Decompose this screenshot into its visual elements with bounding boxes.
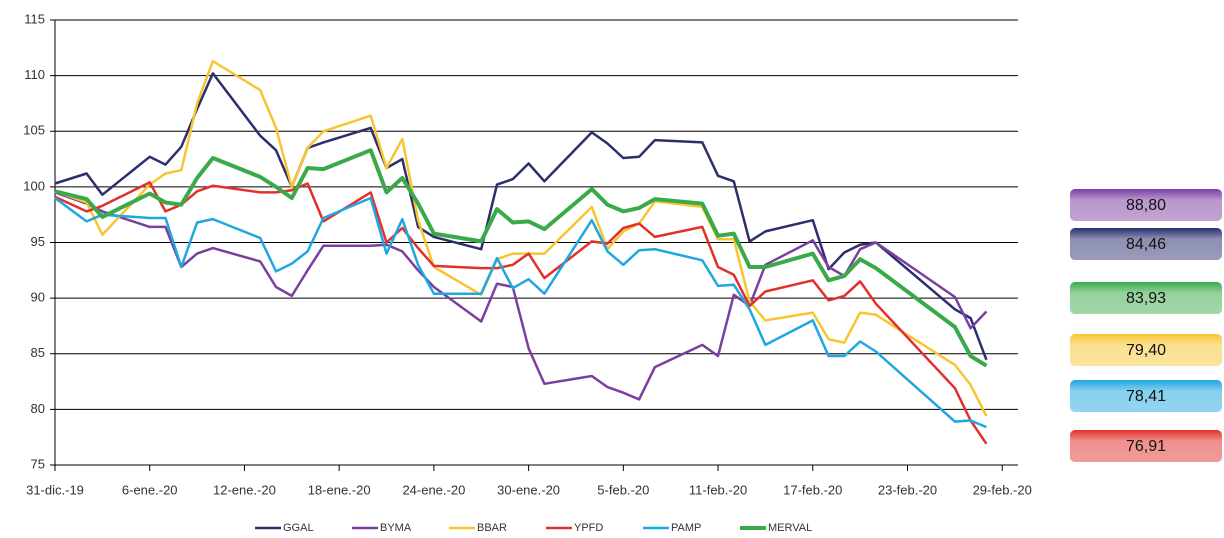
series-line	[54, 72, 988, 361]
series-line	[54, 181, 988, 445]
series-line	[54, 148, 988, 368]
value-box-label: 84,46	[1126, 236, 1166, 253]
series-line	[54, 196, 987, 429]
value-box-shine	[1070, 228, 1222, 260]
x-tick-label: 30-ene.-20	[497, 482, 560, 497]
value-box-label: 76,91	[1126, 438, 1166, 455]
x-tick-label: 11-feb.-20	[689, 482, 747, 497]
value-box-shine	[1070, 189, 1222, 221]
x-tick-label: 31-dic.-19	[26, 482, 84, 497]
x-tick-label: 18-ene.-20	[308, 482, 371, 497]
value-box-label: 78,41	[1126, 388, 1166, 405]
legend-label: PAMP	[671, 522, 701, 534]
value-box-shine	[1070, 430, 1222, 462]
legend-label: MERVAL	[768, 522, 812, 534]
legend-label: BBAR	[477, 522, 507, 534]
value-box-shine	[1070, 282, 1222, 314]
y-tick-label: 80	[31, 401, 45, 416]
x-tick-label: 24-ene.-20	[402, 482, 465, 497]
value-box-shine	[1070, 380, 1222, 412]
x-tick-label: 6-ene.-20	[122, 482, 178, 497]
value-box-label: 88,80	[1126, 197, 1166, 214]
x-tick-label: 5-feb.-20	[597, 482, 649, 497]
y-tick-label: 105	[23, 123, 45, 138]
value-box-label: 79,40	[1126, 342, 1166, 359]
series-line	[54, 59, 988, 417]
y-tick-label: 110	[24, 67, 45, 82]
x-tick-label: 29-feb.-20	[973, 482, 1032, 497]
legend-label: GGAL	[283, 522, 314, 534]
legend-label: BYMA	[380, 522, 412, 534]
legend-label: YPFD	[574, 522, 603, 534]
x-tick-label: 12-ene.-20	[213, 482, 276, 497]
value-box-shine	[1070, 334, 1222, 366]
y-tick-label: 75	[31, 456, 45, 471]
y-tick-label: 95	[31, 234, 45, 249]
y-tick-label: 100	[23, 178, 45, 193]
y-tick-label: 115	[24, 11, 45, 26]
x-tick-label: 17-feb.-20	[783, 482, 842, 497]
y-tick-label: 90	[31, 290, 45, 305]
value-box-label: 83,93	[1126, 290, 1166, 307]
y-tick-label: 85	[31, 345, 45, 360]
x-tick-label: 23-feb.-20	[878, 482, 937, 497]
